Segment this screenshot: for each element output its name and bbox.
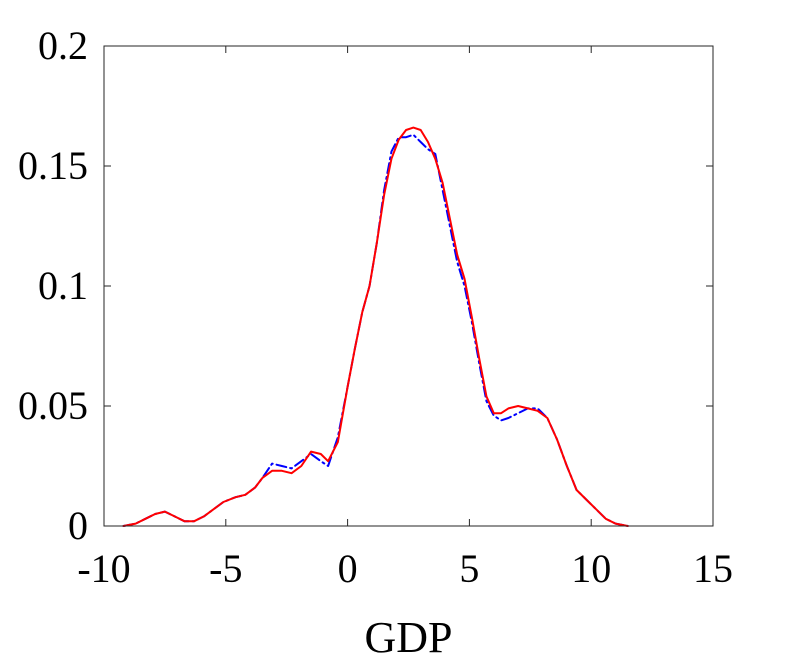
y-tick-label: 0.2 [38, 23, 88, 68]
y-tick-label: 0.05 [18, 383, 88, 428]
y-tick-label: 0.15 [18, 143, 88, 188]
ticks-layer: -10 -5 0 5 10 15 0 0.05 0.1 0.15 0.2 [18, 23, 733, 591]
x-tick-label: 5 [459, 546, 479, 591]
plot-area [104, 46, 713, 526]
x-tick-label: -10 [77, 546, 130, 591]
y-tick-label: 0 [68, 503, 88, 548]
x-tick-label: 15 [693, 546, 733, 591]
x-tick-label: 10 [571, 546, 611, 591]
series-line-solid [122, 126, 629, 527]
x-axis-title: GDP [364, 613, 452, 662]
x-tick-label: -5 [209, 546, 242, 591]
y-tick-label: 0.1 [38, 263, 88, 308]
x-tick-label: 0 [338, 546, 358, 591]
series-layer [122, 126, 629, 527]
